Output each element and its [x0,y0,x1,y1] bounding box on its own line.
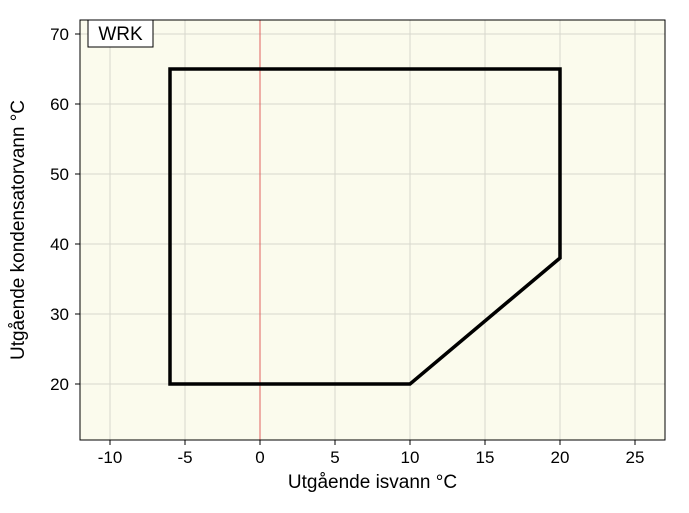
y-axis-label: Utgående kondensatorvann °C [8,100,29,360]
x-tick-label: -10 [98,448,123,467]
y-tick-label: 30 [50,305,69,324]
plot-background [80,20,665,440]
y-tick-label: 50 [50,165,69,184]
x-tick-label: 25 [626,448,645,467]
y-tick-label: 20 [50,375,69,394]
x-axis-label: Utgående isvann °C [288,472,457,493]
x-tick-label: 10 [401,448,420,467]
y-tick-label: 60 [50,95,69,114]
x-tick-label: 15 [476,448,495,467]
chart-svg: -10 -5 0 5 10 15 20 25 20 30 40 50 60 70 Utgående isva… [0,0,689,513]
legend-label: WRK [98,24,143,45]
x-tick-label: 20 [551,448,570,467]
x-tick-label: 5 [330,448,339,467]
operating-envelope-chart: -10 -5 0 5 10 15 20 25 20 30 40 50 60 70 Utgående isva… [0,0,689,513]
y-tick-label: 70 [50,25,69,44]
x-tick-label: 0 [255,448,264,467]
y-tick-label: 40 [50,235,69,254]
x-tick-label: -5 [177,448,192,467]
